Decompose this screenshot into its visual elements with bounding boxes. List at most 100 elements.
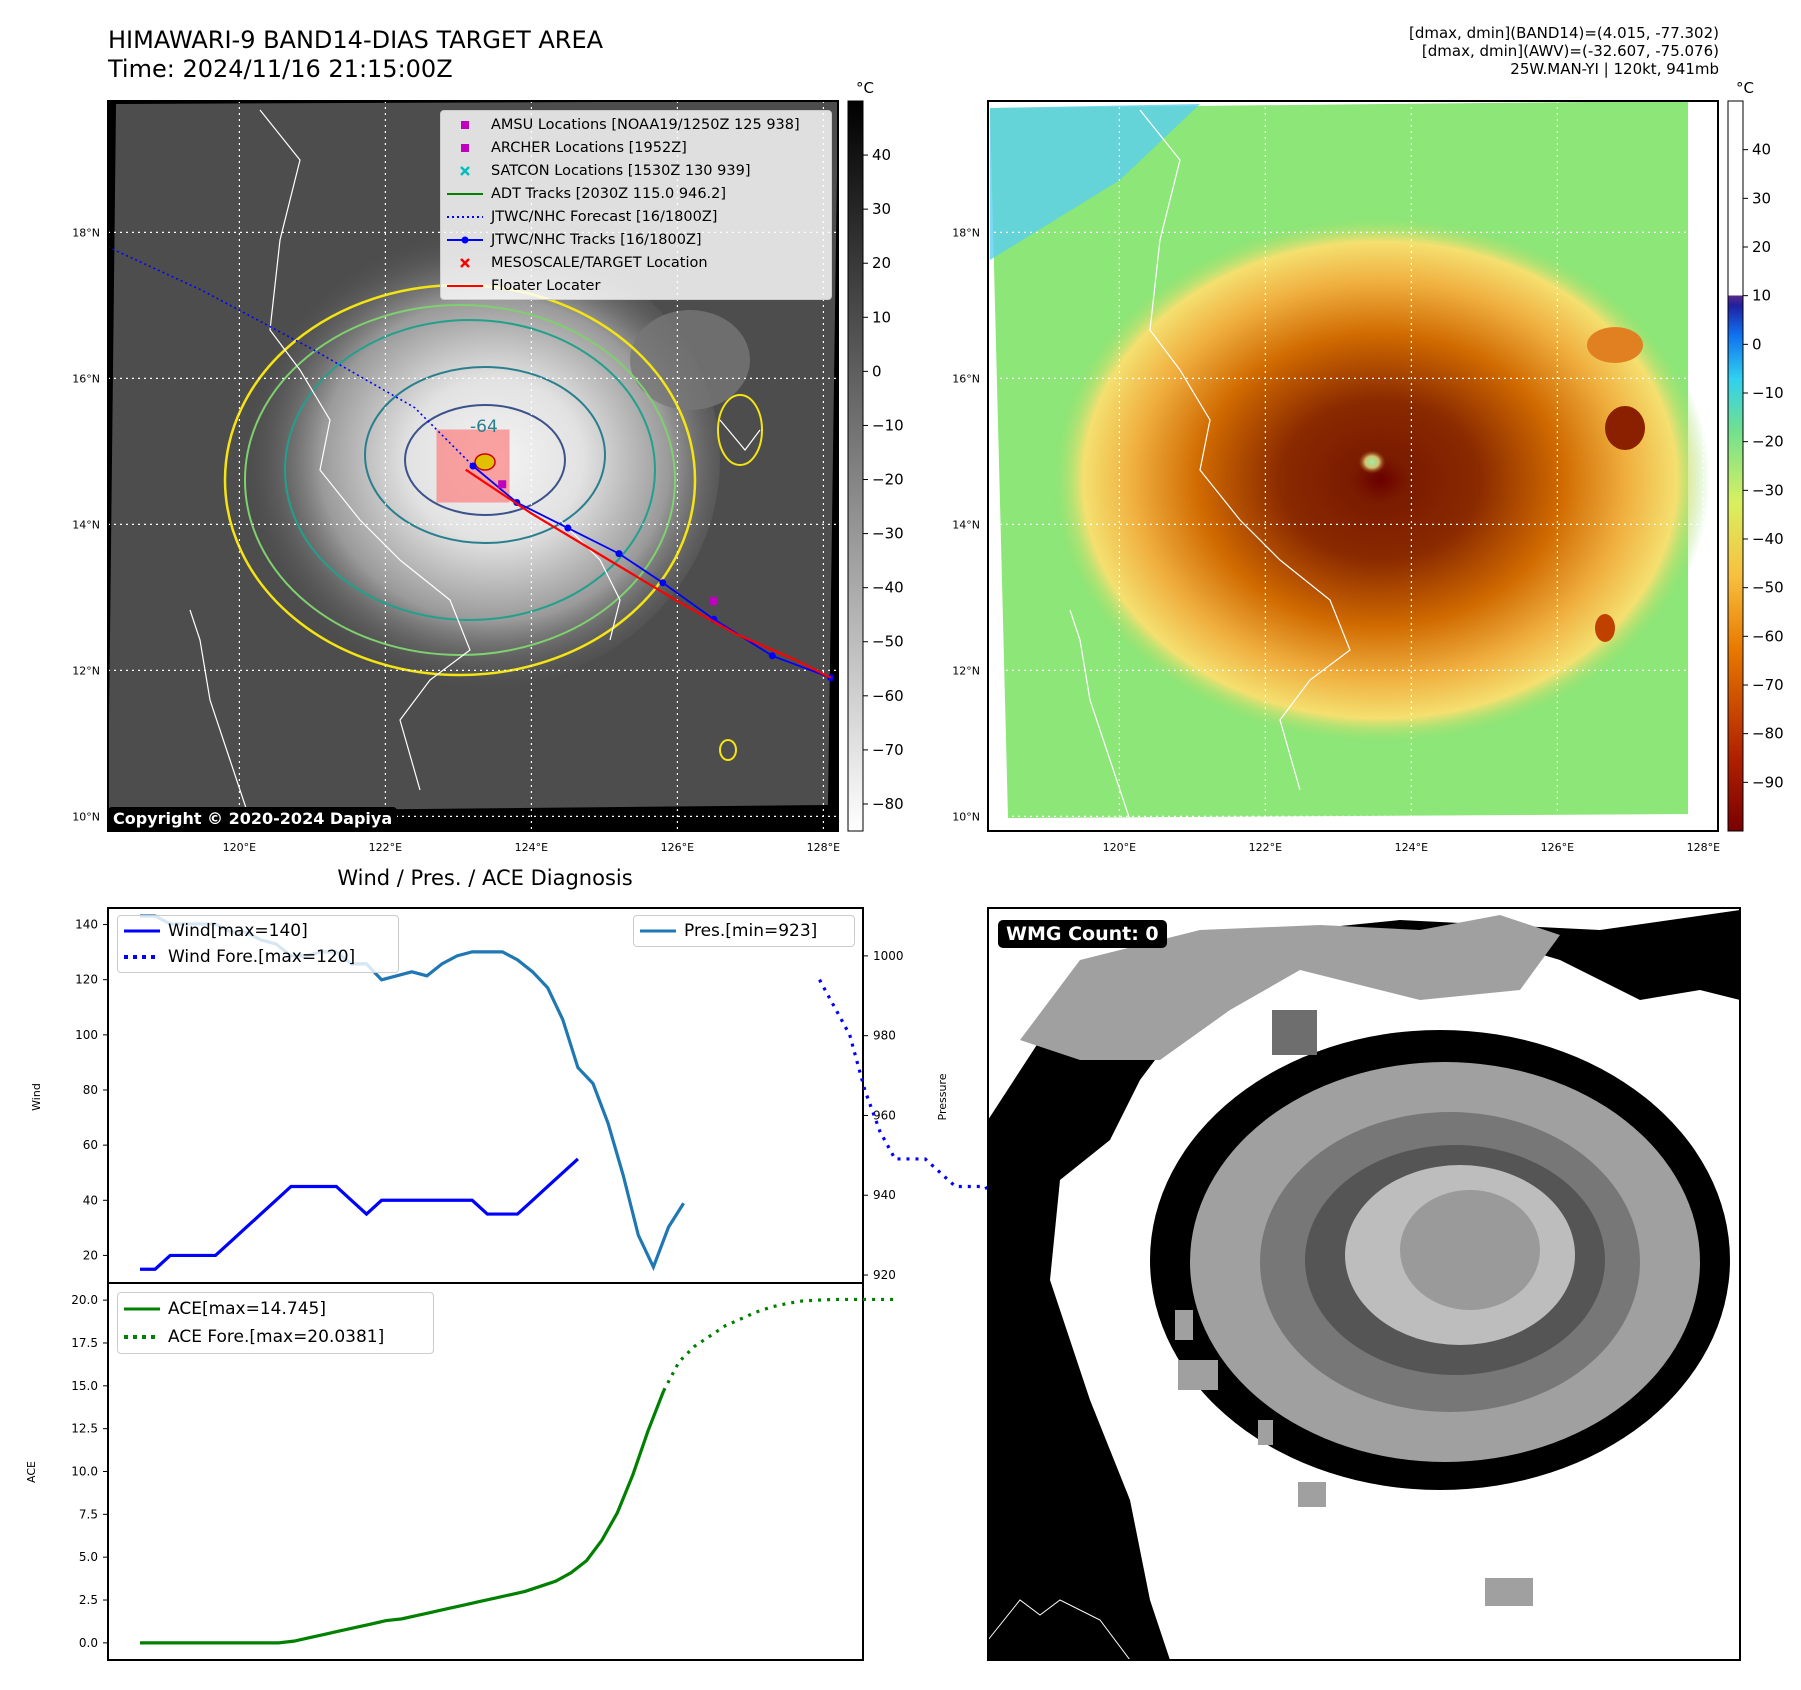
ace-line-icon: [124, 1301, 160, 1317]
wind-line: [140, 1157, 579, 1271]
outer-band-cloud: [630, 310, 750, 410]
right-colorbar-unit: °C: [1736, 79, 1754, 97]
wmg-coastline: [988, 1599, 1131, 1660]
ace-line: [140, 1390, 666, 1645]
legend-ace: ACE[max=14.745]: [118, 1295, 433, 1323]
right-ir-map: [988, 101, 1718, 831]
lon-label: 128°E: [807, 841, 840, 854]
legend-symbol-icon: [447, 117, 483, 133]
lat-label: 14°N: [952, 518, 980, 531]
y-tick-label: 20: [83, 1248, 98, 1262]
y-tick-label: 920: [873, 1268, 896, 1282]
right-convective-cell: [1605, 406, 1645, 450]
amsu-marker: [498, 480, 507, 489]
y-tick-label: 20.0: [71, 1293, 98, 1307]
wind-line-icon: [124, 923, 160, 939]
colorbar-tick-label: 40: [872, 146, 891, 164]
wmg-black-band: [988, 910, 1740, 1660]
legend-symbol-icon: [447, 232, 483, 248]
y-tick-label: 40: [83, 1193, 98, 1207]
colorbar-tick-label: −60: [872, 687, 904, 705]
colorbar-tick-label: −50: [872, 633, 904, 651]
map-legend-item: AMSU Locations [NOAA19/1250Z 125 938]: [441, 113, 831, 136]
wind-dotted-icon: [124, 949, 160, 965]
ace-axis-label: ACE: [25, 1461, 38, 1483]
right-coastlines: [1069, 109, 1351, 821]
lat-label: 14°N: [72, 518, 100, 531]
contour-light-green: [244, 304, 676, 656]
legend-ace-forecast: ACE Fore.[max=20.0381]: [118, 1323, 433, 1351]
intensity-info: [dmax, dmin](BAND14)=(4.015, -77.302) [d…: [1409, 24, 1719, 78]
y-tick-label: 2.5: [79, 1593, 98, 1607]
right-map-frame: [987, 100, 1719, 832]
legend-label: JTWC/NHC Tracks [16/1800Z]: [491, 231, 702, 248]
colorbar-tick-label: −80: [1752, 725, 1784, 743]
ace-y-ticks: 0.0 2.5 5.0 7.5 10.0 12.5 15.0 17.5 20.0: [71, 1293, 108, 1650]
colorbar-tick-label: 20: [1752, 238, 1771, 256]
wmg-gray-dot-3: [1258, 1420, 1273, 1445]
wind-y-ticks: 20 40 60 80 100 120 140: [75, 918, 108, 1262]
lon-label: 120°E: [1103, 841, 1136, 854]
y-tick-label: 940: [873, 1188, 896, 1202]
lat-label: 12°N: [952, 664, 980, 677]
y-tick-label: 60: [83, 1138, 98, 1152]
pressure-y-ticks: 920 940 960 980 1000: [863, 949, 904, 1282]
pressure-axis-label: Pressure: [936, 1073, 949, 1120]
legend-label: Floater Locater: [491, 277, 601, 294]
best-track-point: [615, 550, 623, 558]
diagnosis-title: Wind / Pres. / ACE Diagnosis: [337, 866, 632, 890]
y-tick-label: 0.0: [79, 1636, 98, 1650]
y-tick-label: 10.0: [71, 1465, 98, 1479]
legend-label: MESOSCALE/TARGET Location: [491, 254, 708, 271]
legend-wind-forecast: Wind Fore.[max=120]: [118, 944, 398, 970]
legend-ace-label: ACE[max=14.745]: [168, 1299, 326, 1319]
lon-label: 126°E: [661, 841, 694, 854]
contour-dark-blue: [404, 404, 566, 516]
colorbar-tick-label: 40: [1752, 141, 1771, 159]
map-legend-item: ARCHER Locations [1952Z]: [441, 136, 831, 159]
right-storm-eye: [1358, 450, 1386, 474]
colorbar-tick-label: −50: [1752, 579, 1784, 597]
lat-label: 12°N: [72, 664, 100, 677]
cold-corner: [990, 104, 1200, 260]
lat-label: 18°N: [952, 226, 980, 239]
map-legend-item: ADT Tracks [2030Z 115.0 946.2]: [441, 182, 831, 205]
legend-label: JTWC/NHC Forecast [16/1800Z]: [491, 208, 718, 225]
left-colorbar-ticks: 40 30 20 10 0 −10 −20 −30 −40 −50 −60 −70 −80: [863, 146, 904, 813]
wind-legend: Wind[max=140] Wind Fore.[max=120]: [117, 915, 399, 973]
title-line-2: Time: 2024/11/16 21:15:00Z: [108, 55, 453, 83]
lon-label: 126°E: [1541, 841, 1574, 854]
legend-label: ADT Tracks [2030Z 115.0 946.2]: [491, 185, 727, 202]
info-line-3: 25W.MAN-YI | 120kt, 941mb: [1510, 60, 1719, 78]
lon-label: 122°E: [1249, 841, 1282, 854]
colorbar-tick-label: −20: [872, 471, 904, 489]
lon-label: 124°E: [515, 841, 548, 854]
map-legend-item: MESOSCALE/TARGET Location: [441, 251, 831, 274]
legend-label: SATCON Locations [1530Z 130 939]: [491, 162, 751, 179]
y-tick-label: 7.5: [79, 1507, 98, 1521]
legend-symbol-icon: [447, 163, 483, 179]
pressure-legend: Pres.[min=923]: [633, 915, 855, 947]
y-tick-label: 17.5: [71, 1336, 98, 1350]
floater-track: [465, 468, 832, 679]
legend-label: AMSU Locations [NOAA19/1250Z 125 938]: [491, 116, 800, 133]
legend-symbol-icon: [447, 255, 483, 271]
right-colorbar-ticks: 40 30 20 10 0 −10 −20 −30 −40 −50 −60 −70 −80 −90: [1743, 141, 1784, 791]
info-line-1: [dmax, dmin](BAND14)=(4.015, -77.302): [1408, 24, 1719, 42]
colorbar-tick-label: 0: [1752, 335, 1762, 353]
legend-wind: Wind[max=140]: [118, 918, 398, 944]
storm-eye: [474, 453, 496, 471]
legend-ace-forecast-label: ACE Fore.[max=20.0381]: [168, 1327, 385, 1347]
y-tick-label: 140: [75, 918, 98, 932]
contour-blue-teal: [364, 366, 606, 544]
lon-label: 128°E: [1687, 841, 1720, 854]
pressure-line-icon: [640, 923, 676, 939]
contour-tiny-cell: [719, 739, 737, 761]
best-track-point: [564, 524, 572, 532]
best-track-point: [469, 462, 477, 470]
y-tick-label: 15.0: [71, 1379, 98, 1393]
wmg-gray-patch: [1272, 1010, 1317, 1055]
wmg-panel: [988, 908, 1740, 1660]
wmg-gray-dot-1: [1175, 1310, 1193, 1340]
title-line-1: HIMAWARI-9 BAND14-DIAS TARGET AREA: [108, 26, 604, 54]
